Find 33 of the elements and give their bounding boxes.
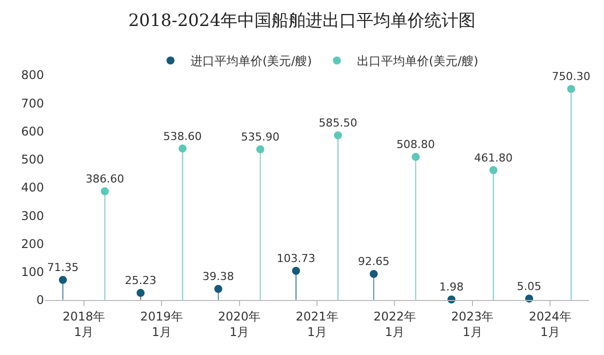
- text: 71.35: [47, 261, 79, 274]
- x-tick-label: 2018年 1月: [62, 309, 106, 339]
- y-tick-label: 300: [21, 208, 44, 223]
- text: 103.73: [276, 252, 316, 266]
- y-tick-label: 800: [21, 68, 44, 82]
- y-tick-label: 100: [21, 265, 44, 280]
- y-tick-label: 700: [21, 96, 44, 110]
- text: 538.60: [163, 130, 202, 143]
- text: 1.98: [439, 280, 464, 294]
- text: 386.60: [86, 172, 124, 186]
- text: 585.50: [318, 116, 358, 130]
- y-tick-label: 200: [21, 236, 44, 251]
- text: 92.65: [358, 255, 390, 268]
- x-tick-label: 2021年 1月: [296, 309, 338, 339]
- chart-title: 2018-2024年中国船舶进出口平均单价统计图: [128, 11, 476, 32]
- text: 750.30: [552, 70, 590, 84]
- x-tick-label: 2019年 1月: [140, 309, 183, 339]
- x-tick-label: 2022年 1月: [373, 309, 416, 339]
- y-tick-label: 600: [21, 124, 44, 138]
- text: 25.23: [124, 274, 156, 288]
- legend-label: 出口平均单价(美元/艘): [356, 54, 478, 68]
- text: 461.80: [474, 151, 513, 164]
- text: 535.90: [241, 130, 280, 144]
- text: 39.38: [202, 270, 234, 284]
- text: 5.05: [516, 280, 542, 293]
- y-tick-label: 400: [21, 180, 44, 195]
- x-tick-label: 2020年 1月: [218, 309, 261, 339]
- y-tick-label: 500: [21, 152, 44, 167]
- y-tick-label: 0: [36, 293, 44, 308]
- legend-label: 进口平均单价(美元/艘): [190, 54, 312, 68]
- x-tick-label: 2023年 1月: [451, 309, 494, 339]
- text: 508.80: [396, 138, 435, 152]
- x-tick-label: 2024年 1月: [528, 309, 572, 339]
